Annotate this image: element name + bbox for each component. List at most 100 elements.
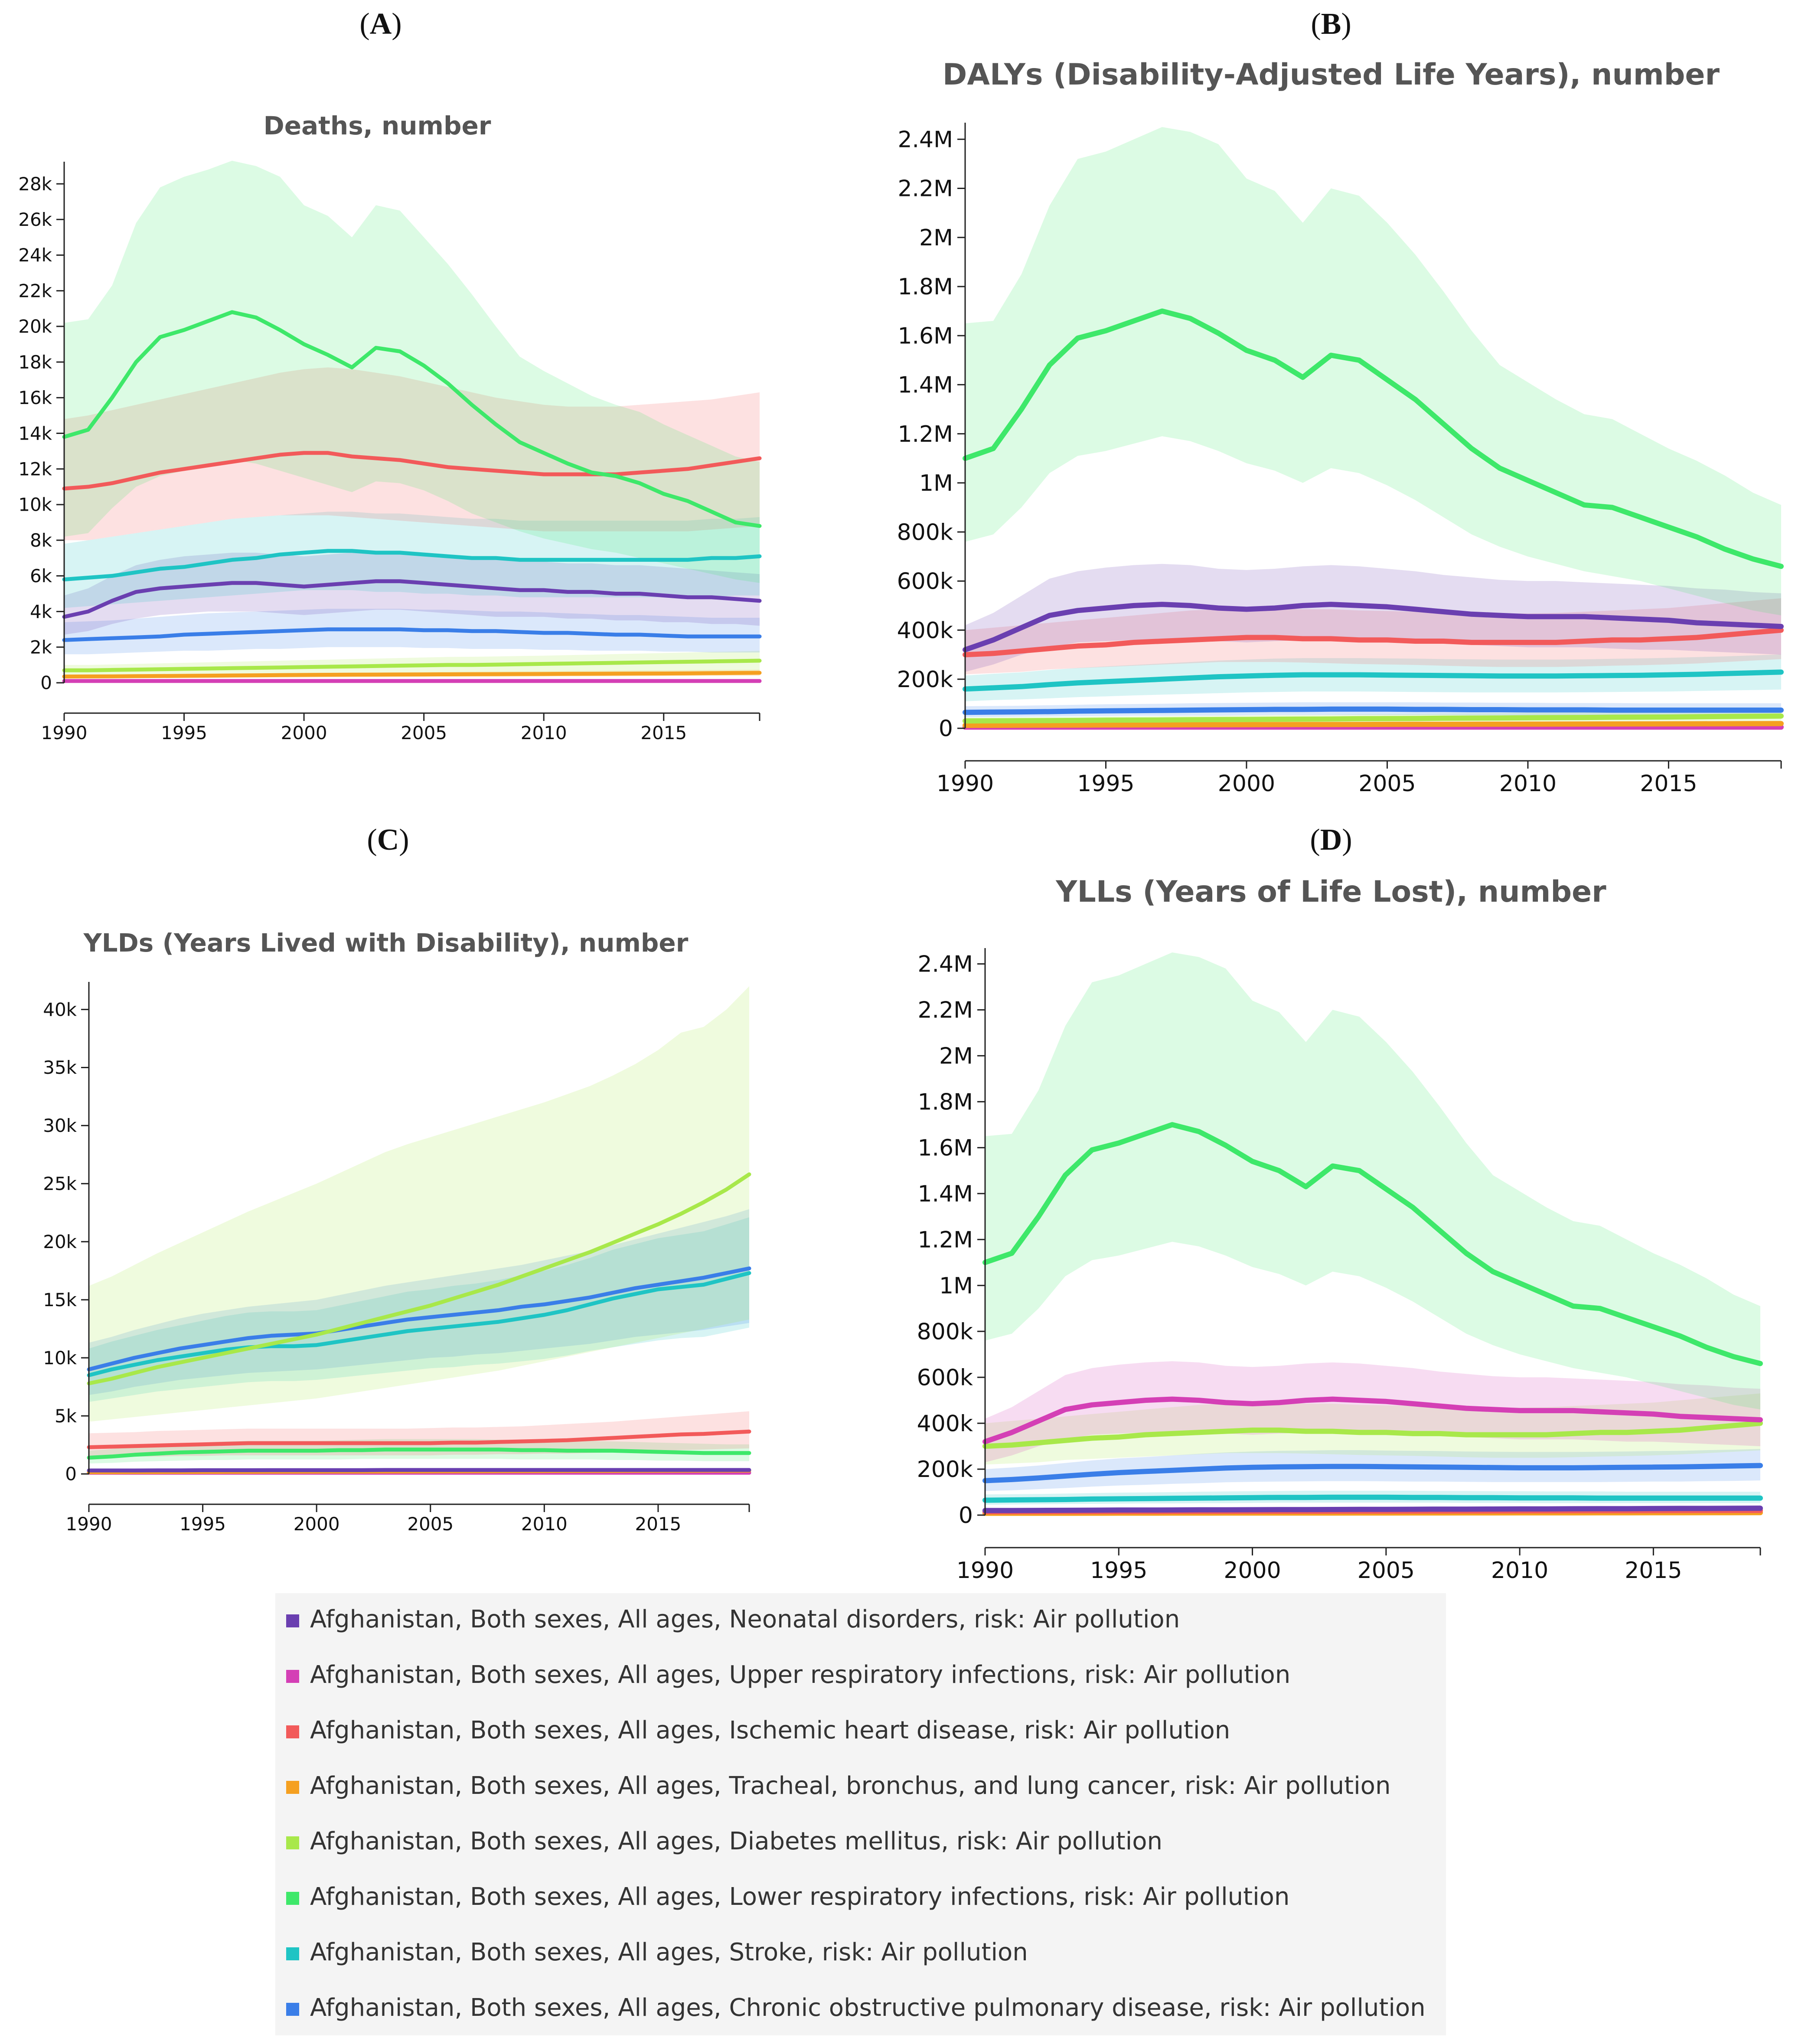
chart-ylls: YLLs (Years of Life Lost), number 0 200k 40… xyxy=(917,875,1763,1584)
y-tick-label: 2k xyxy=(30,636,52,658)
panel-label-d: (D) xyxy=(1310,823,1352,857)
legend-item: Afghanistan, Both sexes, All ages, Trach… xyxy=(286,1772,1390,1800)
series-line-diabetes-mellitus xyxy=(963,713,1784,724)
series-line-lower-respiratory-infections xyxy=(982,1122,1763,1366)
series-line-chronic-obstructive-pulmonary-disease xyxy=(963,706,1784,715)
y-tick-label: 1M xyxy=(919,470,953,496)
y-tick-label: 16k xyxy=(18,387,52,408)
x-tick-label: 1995 xyxy=(1077,771,1134,797)
legend-swatch xyxy=(286,1614,299,1627)
x-tick-label: 2015 xyxy=(640,722,687,743)
x-tick-label: 1990 xyxy=(41,722,88,743)
x-tick-label: 2005 xyxy=(407,1513,454,1535)
series-line-neonatal-disorders xyxy=(62,579,762,619)
y-tick-label: 14k xyxy=(18,423,52,444)
legend-swatch xyxy=(286,1892,299,1905)
legend-item: Afghanistan, Both sexes, All ages, Chron… xyxy=(286,1994,1426,2022)
y-tick-label: 2.2M xyxy=(917,998,973,1024)
legend-label: Afghanistan, Both sexes, All ages, Trach… xyxy=(310,1772,1390,1800)
x-tick-label: 1990 xyxy=(937,771,994,797)
chart-title: Deaths, number xyxy=(264,111,491,140)
x-tick-label: 2005 xyxy=(1358,771,1416,797)
y-tick-label: 1M xyxy=(939,1273,973,1299)
legend-background xyxy=(275,1593,1446,2035)
y-tick-label: 800k xyxy=(897,519,953,545)
series-line-tracheal-bronchus-and-lung-cancer xyxy=(963,721,1784,728)
y-tick-label: 1.8M xyxy=(917,1089,973,1115)
series-line-stroke xyxy=(62,549,762,582)
legend-item: Afghanistan, Both sexes, All ages, Neona… xyxy=(286,1605,1180,1633)
y-tick-label: 600k xyxy=(897,569,953,595)
series-line-lower-respiratory-infections xyxy=(963,308,1784,569)
series-line-ischemic-heart-disease xyxy=(963,627,1784,658)
y-tick-label: 2.4M xyxy=(917,952,973,978)
y-tick-label: 0 xyxy=(40,672,52,694)
y-tick-label: 200k xyxy=(917,1457,973,1483)
x-tick-label: 2010 xyxy=(1491,1558,1548,1584)
y-tick-label: 200k xyxy=(897,667,953,693)
panel-letter-a: A xyxy=(370,7,392,41)
legend-item: Afghanistan, Both sexes, All ages, Ische… xyxy=(286,1716,1230,1744)
x-tick-label: 1995 xyxy=(1090,1558,1147,1584)
series-line-diabetes-mellitus xyxy=(87,1172,751,1385)
uncertainty-band-lower-respiratory-infections xyxy=(64,160,760,583)
y-tick-label: 26k xyxy=(18,209,52,230)
series-line-chronic-obstructive-pulmonary-disease xyxy=(982,1463,1763,1483)
panel-label-b: (B) xyxy=(1311,7,1351,41)
x-tick-label: 2005 xyxy=(1358,1558,1415,1584)
series-line-lower-respiratory-infections xyxy=(87,1447,751,1460)
series-line-ischemic-heart-disease xyxy=(87,1429,751,1449)
y-tick-label: 30k xyxy=(43,1115,77,1136)
legend-swatch xyxy=(286,1725,299,1738)
legend-item: Afghanistan, Both sexes, All ages, Diabe… xyxy=(286,1827,1162,1855)
uncertainty-band-ischemic-heart-disease xyxy=(64,367,760,541)
legend-label: Afghanistan, Both sexes, All ages, Chron… xyxy=(310,1994,1426,2022)
chart-title: YLLs (Years of Life Lost), number xyxy=(1055,875,1606,909)
y-tick-label: 22k xyxy=(18,280,52,301)
chart-dalys: DALYs (Disability-Adjusted Life Years), … xyxy=(897,58,1784,797)
y-tick-label: 2M xyxy=(919,225,953,251)
y-tick-label: 12k xyxy=(18,458,52,479)
chart-title: YLDs (Years Lived with Disability), numb… xyxy=(83,928,689,958)
x-tick-label: 2010 xyxy=(521,1513,568,1535)
y-tick-label: 2M xyxy=(939,1043,973,1069)
y-tick-label: 800k xyxy=(917,1319,973,1345)
legend: Afghanistan, Both sexes, All ages, Neona… xyxy=(275,1593,1446,2035)
series-line-diabetes-mellitus xyxy=(62,659,762,672)
y-tick-label: 20k xyxy=(43,1231,77,1252)
y-tick-label: 18k xyxy=(18,352,52,373)
legend-swatch xyxy=(286,2003,299,2016)
uncertainty-band-neonatal-disorders xyxy=(965,564,1781,672)
y-tick-label: 5k xyxy=(55,1405,77,1427)
y-tick-label: 1.4M xyxy=(898,372,953,398)
chart-ylds: YLDs (Years Lived with Disability), numb… xyxy=(43,928,751,1535)
y-tick-label: 35k xyxy=(43,1057,77,1078)
legend-label: Afghanistan, Both sexes, All ages, Diabe… xyxy=(310,1827,1162,1855)
series-line-upper-respiratory-infections xyxy=(982,1396,1763,1444)
uncertainty-band-neonatal-disorders xyxy=(64,551,760,635)
y-tick-label: 6k xyxy=(30,565,52,587)
x-tick-label: 1990 xyxy=(956,1558,1014,1584)
x-tick-label: 2000 xyxy=(294,1513,340,1535)
series-line-diabetes-mellitus xyxy=(982,1421,1763,1449)
y-tick-label: 8k xyxy=(30,530,52,551)
y-tick-label: 0 xyxy=(939,716,953,742)
x-tick-label: 2005 xyxy=(401,722,447,743)
legend-label: Afghanistan, Both sexes, All ages, Lower… xyxy=(310,1883,1289,1911)
x-tick-label: 2010 xyxy=(1499,771,1557,797)
uncertainty-band-upper-respiratory-infections xyxy=(985,1361,1760,1463)
y-tick-label: 0 xyxy=(65,1464,77,1485)
legend-swatch xyxy=(286,1670,299,1683)
x-tick-label: 2000 xyxy=(1224,1558,1281,1584)
series-line-stroke xyxy=(982,1494,1763,1503)
y-tick-label: 1.6M xyxy=(898,323,953,349)
panel-label-a: (A) xyxy=(359,7,401,41)
x-tick-label: 2015 xyxy=(1640,771,1697,797)
panel-letter-c: C xyxy=(377,823,399,857)
panel-label-c: (C) xyxy=(367,823,409,857)
uncertainty-band-chronic-obstructive-pulmonary-disease xyxy=(985,1449,1760,1491)
legend-label: Afghanistan, Both sexes, All ages, Ische… xyxy=(310,1716,1230,1744)
x-tick-label: 2000 xyxy=(1218,771,1275,797)
panel-letter-d: D xyxy=(1320,823,1342,857)
